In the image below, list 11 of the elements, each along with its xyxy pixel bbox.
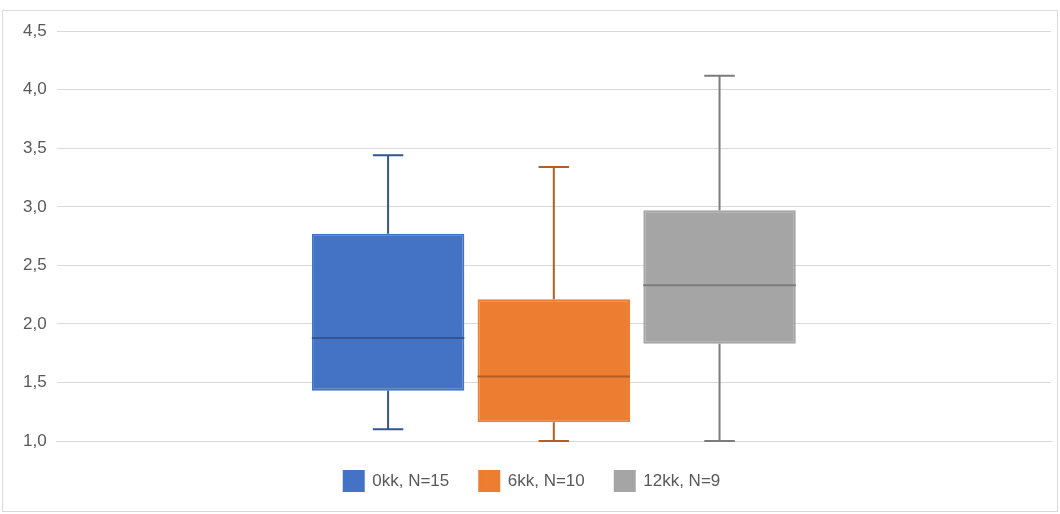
legend-label: 6kk, N=10 [507, 470, 585, 490]
y-tick-label: 3,0 [22, 196, 47, 216]
legend-label: 0kk, N=15 [372, 470, 450, 490]
y-tick-label: 1,5 [22, 372, 47, 392]
y-tick-label: 3,5 [22, 137, 47, 157]
y-tick-label: 4,5 [22, 20, 47, 40]
y-tick-label: 2,0 [22, 313, 47, 333]
y-tick-label: 1,0 [22, 430, 47, 450]
y-tick-label: 4,0 [22, 79, 47, 99]
legend-label: 12kk, N=9 [643, 470, 721, 490]
y-tick-label: 2,5 [22, 255, 47, 275]
